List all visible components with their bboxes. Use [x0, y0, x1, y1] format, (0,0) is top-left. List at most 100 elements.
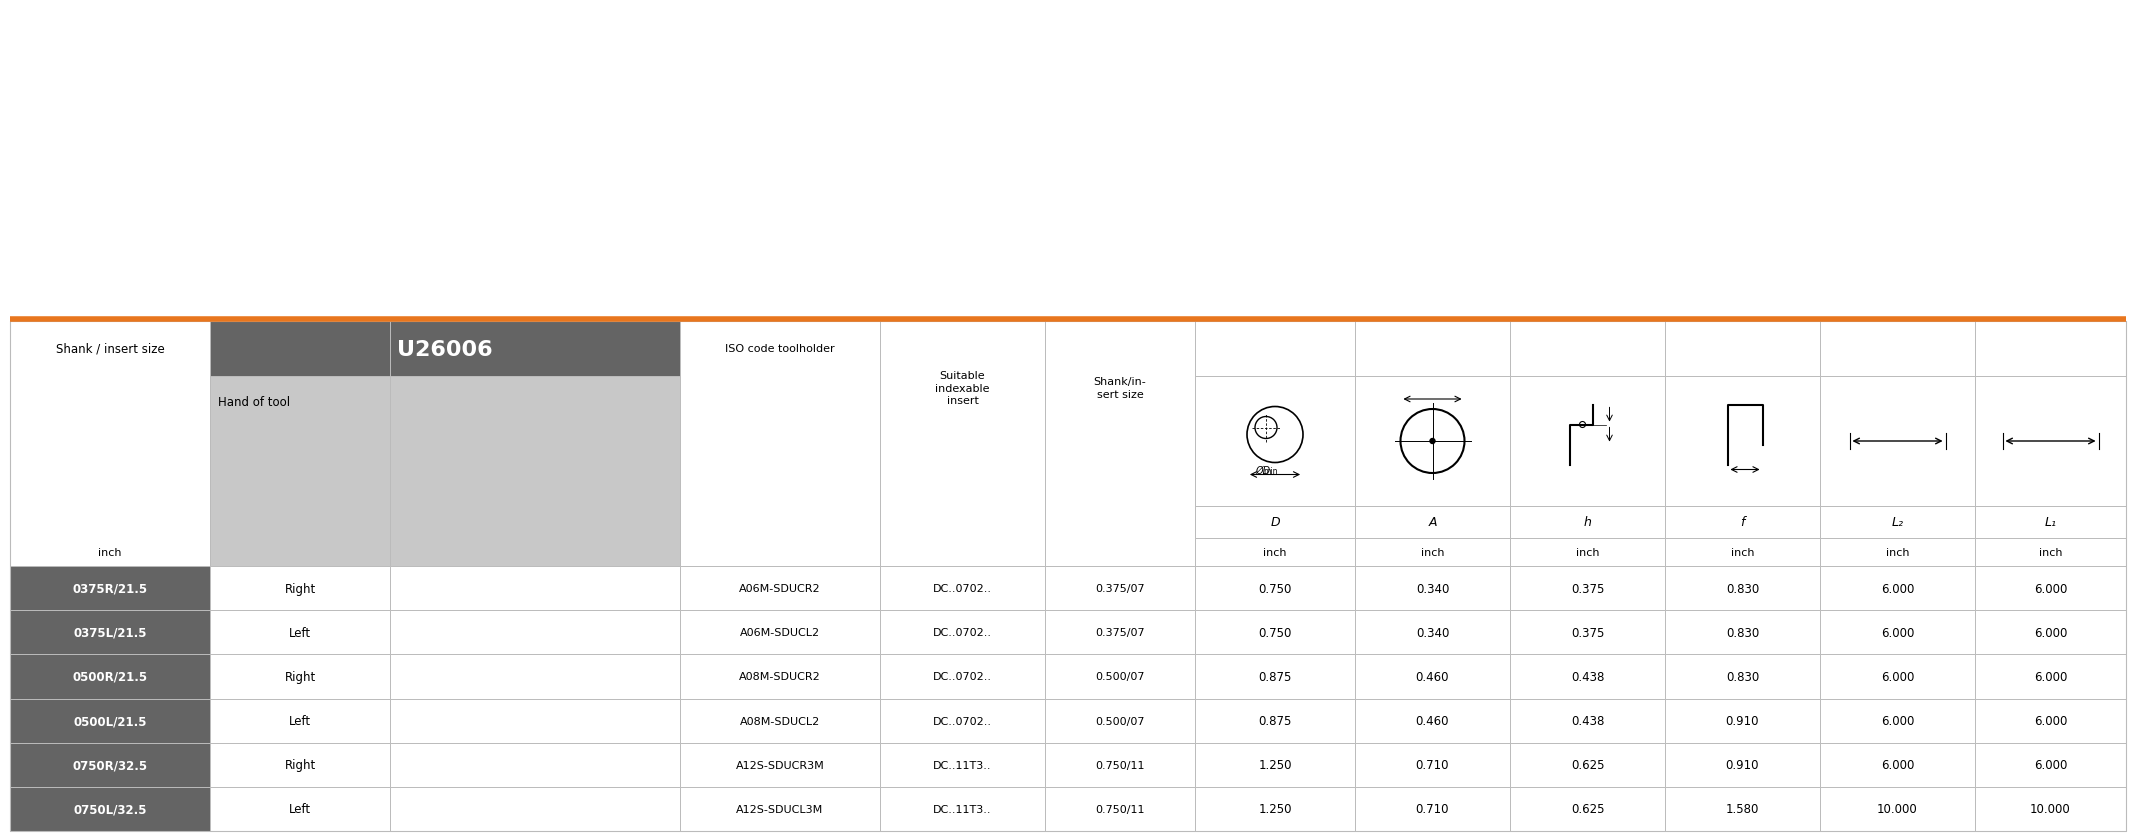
Bar [1510, 538, 1664, 566]
Text: 0.750/11: 0.750/11 [1096, 804, 1145, 814]
Bar [679, 787, 880, 831]
Bar [1664, 566, 1820, 610]
Text: 6.000: 6.000 [2033, 714, 2068, 727]
Bar [209, 376, 391, 566]
Bar [1510, 610, 1664, 655]
Text: 0750R/32.5: 0750R/32.5 [73, 758, 147, 772]
Text: 6.000: 6.000 [2033, 758, 2068, 772]
Text: 0375R/21.5: 0375R/21.5 [73, 582, 147, 595]
Bar [1354, 699, 1510, 742]
Bar [1510, 655, 1664, 699]
Bar [679, 742, 880, 787]
Bar [1194, 610, 1354, 655]
Text: Suitable
indexable
insert: Suitable indexable insert [936, 370, 989, 405]
Bar [1194, 376, 1354, 507]
Bar [1664, 699, 1820, 742]
Text: 0.340: 0.340 [1416, 626, 1448, 639]
Bar [1354, 610, 1510, 655]
Text: Hand of tool: Hand of tool [218, 396, 290, 409]
Bar [11, 610, 209, 655]
Text: 6.000: 6.000 [2033, 670, 2068, 683]
Bar [1510, 376, 1664, 507]
Bar [679, 699, 880, 742]
Bar [11, 787, 209, 831]
Bar [1820, 699, 1976, 742]
Text: 0.340: 0.340 [1416, 582, 1448, 595]
Bar [1510, 566, 1664, 610]
Bar [1664, 538, 1820, 566]
Bar [209, 787, 391, 831]
Text: A: A [1429, 516, 1438, 529]
Text: A08M-SDUCR2: A08M-SDUCR2 [739, 671, 820, 681]
Bar [1820, 566, 1976, 610]
Text: 0.910: 0.910 [1726, 758, 1760, 772]
Bar [1510, 699, 1664, 742]
Text: 6.000: 6.000 [1882, 626, 1914, 639]
Bar [391, 655, 679, 699]
Bar [679, 566, 880, 610]
Bar [1976, 376, 2125, 507]
Text: 0.500/07: 0.500/07 [1096, 716, 1145, 726]
Text: 0.875: 0.875 [1258, 670, 1292, 683]
Bar [1976, 655, 2125, 699]
Bar [1976, 507, 2125, 538]
Text: A08M-SDUCL2: A08M-SDUCL2 [739, 716, 820, 726]
Text: 0.750/11: 0.750/11 [1096, 760, 1145, 770]
Text: 6.000: 6.000 [1882, 758, 1914, 772]
Text: 0.875: 0.875 [1258, 714, 1292, 727]
Text: 0.710: 0.710 [1416, 803, 1448, 815]
Bar [1976, 322, 2125, 376]
Text: 0.830: 0.830 [1726, 670, 1760, 683]
Text: inch: inch [1576, 548, 1600, 558]
Text: A06M-SDUCL2: A06M-SDUCL2 [739, 628, 820, 638]
Text: 1.580: 1.580 [1726, 803, 1760, 815]
Text: A12S-SDUCR3M: A12S-SDUCR3M [735, 760, 824, 770]
Bar [1045, 655, 1194, 699]
Bar [679, 655, 880, 699]
Text: 6.000: 6.000 [1882, 714, 1914, 727]
Bar [880, 566, 1045, 610]
Text: 0.625: 0.625 [1570, 803, 1604, 815]
Bar [1194, 322, 1354, 376]
Text: L₂: L₂ [1892, 516, 1903, 529]
Bar [1820, 655, 1976, 699]
Text: inch: inch [1420, 548, 1444, 558]
Bar [880, 787, 1045, 831]
Bar [1976, 538, 2125, 566]
Text: Right: Right [284, 670, 316, 683]
Text: 0.438: 0.438 [1570, 670, 1604, 683]
Text: Shank / insert size: Shank / insert size [56, 343, 164, 355]
Text: inch: inch [2038, 548, 2061, 558]
Bar [209, 566, 391, 610]
Text: DC..0702..: DC..0702.. [933, 671, 991, 681]
Text: 1.250: 1.250 [1258, 803, 1292, 815]
Bar [11, 655, 209, 699]
Bar [1976, 699, 2125, 742]
Text: 0.375/07: 0.375/07 [1096, 584, 1145, 594]
Bar [1045, 322, 1194, 566]
Bar [209, 742, 391, 787]
Text: L₁: L₁ [2044, 516, 2057, 529]
Text: 0500L/21.5: 0500L/21.5 [73, 714, 147, 727]
Bar [1045, 787, 1194, 831]
Text: 6.000: 6.000 [2033, 582, 2068, 595]
Text: A12S-SDUCL3M: A12S-SDUCL3M [737, 804, 824, 814]
Bar [1045, 566, 1194, 610]
Bar [1820, 610, 1976, 655]
Bar [391, 322, 679, 376]
Bar [1820, 322, 1976, 376]
Bar [209, 610, 391, 655]
Text: 0500R/21.5: 0500R/21.5 [73, 670, 147, 683]
Text: 10.000: 10.000 [2029, 803, 2072, 815]
Text: Right: Right [284, 582, 316, 595]
Bar [1664, 322, 1820, 376]
Bar [391, 742, 679, 787]
Bar [1194, 538, 1354, 566]
Text: inch: inch [1886, 548, 1910, 558]
Bar [1194, 699, 1354, 742]
Bar [1194, 787, 1354, 831]
Bar [1820, 742, 1976, 787]
Text: DC..0702..: DC..0702.. [933, 628, 991, 638]
Text: 0.375: 0.375 [1570, 626, 1604, 639]
Bar [1354, 538, 1510, 566]
